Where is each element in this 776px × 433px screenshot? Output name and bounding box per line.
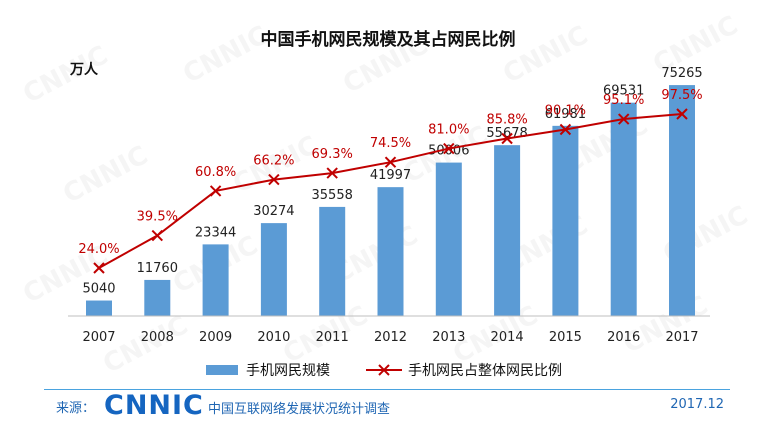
line-label-2009: 60.8% xyxy=(195,165,236,180)
bar-2015 xyxy=(552,125,579,317)
bar-2007 xyxy=(86,300,112,316)
legend-swatch-bars xyxy=(206,365,238,375)
bar-label-2015: 61981 xyxy=(545,107,586,122)
line-marker-2016 xyxy=(617,113,630,125)
bar-2017 xyxy=(669,85,695,317)
x-tick-2009: 2009 xyxy=(199,330,232,345)
line-marker-2010 xyxy=(268,173,280,186)
line-label-2007: 24.0% xyxy=(78,242,119,257)
line-label-2012: 74.5% xyxy=(370,136,411,151)
bar-2010 xyxy=(260,223,287,316)
source-organization: 中国互联网络发展状况统计调查 xyxy=(208,402,391,417)
bar-label-2010: 30274 xyxy=(253,204,294,219)
line-marker-2009 xyxy=(209,185,222,197)
bar-2014 xyxy=(494,145,521,316)
line-marker-2017 xyxy=(676,108,688,120)
x-tick-2014: 2014 xyxy=(491,330,524,345)
line-label-2014: 85.8% xyxy=(486,113,527,128)
line-label-2008: 39.5% xyxy=(137,210,178,225)
x-tick-2008: 2008 xyxy=(141,330,174,345)
x-tick-2016: 2016 xyxy=(607,330,640,345)
report-date: 2017.12 xyxy=(670,397,724,412)
line-marker-2007 xyxy=(93,262,105,274)
bar-label-2007: 5040 xyxy=(82,282,115,297)
bar-2008 xyxy=(144,279,171,316)
bar-label-2011: 35558 xyxy=(312,188,353,203)
line-series: 24.0% 39.5% 60.8% 66.2% 69.3% 74.5% 81.0% 85.8%… xyxy=(78,88,703,274)
line-label-2015: 90.1% xyxy=(545,104,586,119)
bar-2011 xyxy=(319,206,346,316)
x-tick-2012: 2012 xyxy=(374,330,407,345)
line-label-2013: 81.0% xyxy=(428,123,469,138)
legend-label-line: 手机网民占整体网民比例 xyxy=(408,363,562,379)
bar-label-2008: 11760 xyxy=(137,261,178,276)
legend-marker-line xyxy=(378,364,390,376)
line-marker-2013 xyxy=(443,142,455,155)
footer-divider xyxy=(44,389,730,390)
line-label-2010: 66.2% xyxy=(253,154,294,169)
source-label: 来源： xyxy=(56,401,96,416)
cnnic-logo: CNNIC xyxy=(104,390,204,421)
line-label-2016: 95.1% xyxy=(603,93,644,108)
line-marker-2012 xyxy=(384,156,397,168)
x-tick-2015: 2015 xyxy=(549,330,582,345)
x-tick-2011: 2011 xyxy=(316,330,349,345)
y-unit-label: 万人 xyxy=(69,61,99,78)
bar-label-2012: 41997 xyxy=(370,168,411,183)
x-axis: 2007 2008 2009 2010 2011 2012 2013 2014 2015 2016… xyxy=(68,315,710,345)
line-marker-2015 xyxy=(559,123,572,136)
bar-label-2017: 75265 xyxy=(661,66,702,81)
bar-2012 xyxy=(377,187,404,316)
x-tick-2017: 2017 xyxy=(665,330,698,345)
line-marker-2008 xyxy=(151,229,164,242)
line-label-2011: 69.3% xyxy=(312,147,353,162)
legend: 手机网民规模 手机网民占整体网民比例 xyxy=(206,363,562,379)
bar-series xyxy=(86,85,695,317)
bar-label-2009: 23344 xyxy=(195,225,236,240)
x-tick-2013: 2013 xyxy=(432,330,465,345)
x-tick-2010: 2010 xyxy=(257,330,290,345)
x-tick-2007: 2007 xyxy=(82,330,115,345)
bar-label-2016: 69531 xyxy=(603,84,644,99)
legend-label-bars: 手机网民规模 xyxy=(246,363,330,379)
line-label-2017: 97.5% xyxy=(661,88,702,103)
chart-title: 中国手机网民规模及其占网民比例 xyxy=(260,30,516,50)
bar-2013 xyxy=(435,162,462,316)
bar-2016 xyxy=(610,102,637,316)
bar-2009 xyxy=(202,244,229,316)
line-marker-2014 xyxy=(501,132,513,145)
line-marker-2011 xyxy=(326,167,338,179)
